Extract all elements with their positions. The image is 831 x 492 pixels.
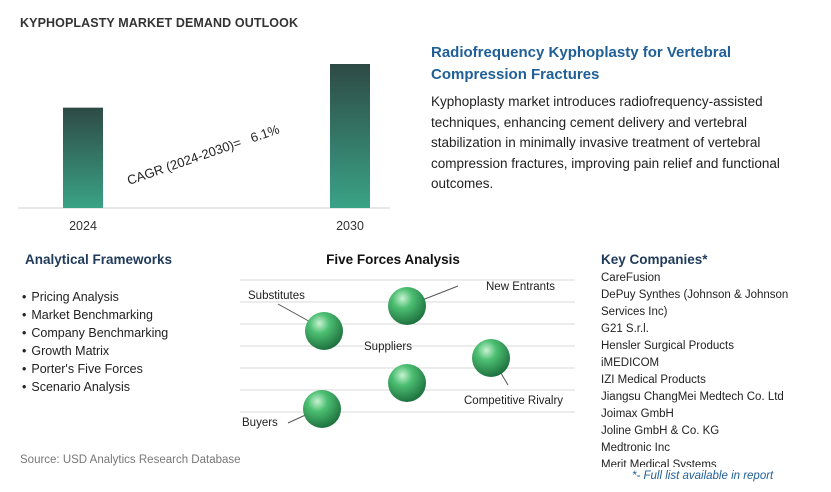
demand-bar-chart: 2024 2030 CAGR (2024-2030)= 6.1%	[18, 64, 390, 233]
company-item: Merit Medical Systems	[601, 459, 717, 467]
description: Kyphoplasty market introduces radiofrequ…	[431, 94, 780, 191]
bar-2030	[330, 64, 370, 208]
page-title: KYPHOPLASTY MARKET DEMAND OUTLOOK	[20, 16, 299, 30]
x-tick-label: 2030	[336, 219, 364, 233]
source-note: Source: USD Analytics Research Database	[20, 454, 241, 466]
framework-item: Porter's Five Forces	[22, 360, 168, 378]
company-item: CareFusion	[601, 272, 661, 284]
label-buyers: Buyers	[242, 417, 278, 429]
company-item: DePuy Synthes (Johnson & Johnson Service…	[601, 289, 789, 318]
bar-2024	[63, 107, 103, 208]
key-companies-list: CareFusion DePuy Synthes (Johnson & Johns…	[601, 270, 806, 467]
cagr-annotation: CAGR (2024-2030)= 6.1%	[125, 121, 282, 187]
sphere-new-entrants	[388, 287, 426, 325]
company-item: iMEDICOM	[601, 357, 660, 369]
framework-item: Company Benchmarking	[22, 324, 168, 342]
connector-substitutes	[277, 303, 315, 325]
framework-item: Market Benchmarking	[22, 306, 168, 324]
label-competitive-rivalry: Competitive Rivalry	[464, 395, 563, 407]
sphere-buyers	[303, 390, 341, 428]
sphere-competitive-rivalry	[472, 339, 510, 377]
company-item: Medtronic Inc	[601, 442, 671, 454]
company-item: Joimax GmbH	[601, 408, 674, 420]
analytical-frameworks-list: Pricing AnalysisMarket BenchmarkingCompa…	[22, 288, 168, 396]
label-suppliers: Suppliers	[364, 341, 412, 353]
framework-item: Scenario Analysis	[22, 378, 168, 396]
company-item: G21 S.r.l.	[601, 323, 649, 335]
sphere-suppliers	[388, 364, 426, 402]
label-substitutes: Substitutes	[248, 290, 305, 302]
company-item: IZI Medical Products	[601, 374, 706, 386]
company-item: Joline GmbH & Co. KG	[601, 425, 720, 437]
key-companies-title: Key Companies*	[601, 252, 708, 267]
five-forces-diagram: Substitutes New Entrants Suppliers Compe…	[240, 279, 575, 429]
full-list-footnote: *- Full list available in report	[632, 470, 774, 482]
five-forces-title: Five Forces Analysis	[326, 252, 460, 267]
key-companies-box: CareFusion DePuy Synthes (Johnson & Johns…	[601, 270, 806, 467]
analytical-frameworks-title: Analytical Frameworks	[25, 252, 173, 267]
sphere-substitutes	[305, 312, 343, 350]
label-new-entrants: New Entrants	[486, 281, 555, 293]
company-item: Jiangsu ChangMei Medtech Co. Ltd	[601, 391, 784, 403]
company-item: Hensler Surgical Products	[601, 340, 734, 352]
x-tick-label: 2024	[69, 219, 97, 233]
headline: Radiofrequency Kyphoplasty for Vertebral…	[431, 44, 732, 83]
framework-item: Growth Matrix	[22, 342, 168, 360]
framework-item: Pricing Analysis	[22, 288, 168, 306]
